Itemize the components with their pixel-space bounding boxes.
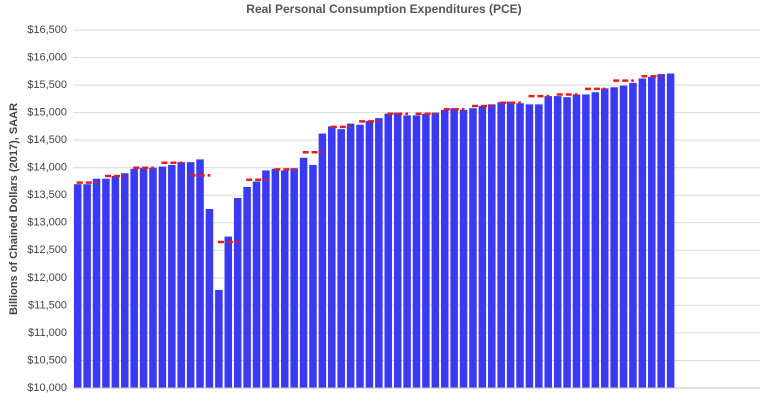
bar <box>544 96 553 388</box>
bar <box>572 94 581 388</box>
bar <box>365 120 374 388</box>
bar <box>459 109 468 388</box>
bar <box>328 126 336 388</box>
y-tick-label: $13,000 <box>27 217 67 229</box>
bar <box>516 103 524 388</box>
bar <box>619 85 628 389</box>
bar <box>130 168 138 388</box>
bar <box>337 129 345 388</box>
bar <box>177 162 185 388</box>
bar <box>318 133 327 388</box>
bar <box>186 162 195 388</box>
bar <box>488 104 496 388</box>
bar <box>139 167 148 388</box>
y-tick-label: $13,500 <box>27 189 67 201</box>
bar <box>120 173 129 388</box>
bar <box>196 159 204 388</box>
bar <box>600 88 609 389</box>
bar <box>469 108 477 388</box>
bar <box>205 209 214 388</box>
bar <box>648 76 656 389</box>
bar <box>403 115 411 388</box>
bar <box>356 124 364 389</box>
y-tick-label: $15,500 <box>27 79 67 91</box>
y-tick-label: $10,000 <box>27 382 67 394</box>
bar <box>525 104 534 388</box>
bar <box>73 184 82 388</box>
bar <box>111 175 120 388</box>
bar <box>224 236 233 388</box>
bar <box>393 112 402 388</box>
bar <box>553 96 562 388</box>
bar <box>243 186 251 388</box>
bar <box>497 102 505 389</box>
chart-title: Real Personal Consumption Expenditures (… <box>246 2 521 16</box>
bar <box>591 92 600 388</box>
bar <box>478 106 487 388</box>
bar <box>346 123 355 388</box>
bar <box>299 157 308 388</box>
bar <box>262 170 270 388</box>
bar <box>638 78 647 389</box>
bar <box>657 74 665 389</box>
bar <box>168 164 176 388</box>
bar <box>280 170 289 388</box>
y-tick-label: $14,500 <box>27 134 67 146</box>
bar <box>506 101 515 388</box>
bar <box>535 104 543 388</box>
bar <box>629 82 637 389</box>
y-tick-label: $11,500 <box>28 299 67 311</box>
y-tick-label: $14,000 <box>27 162 67 174</box>
bar <box>582 94 590 388</box>
bar <box>233 197 242 388</box>
bar <box>440 109 449 388</box>
bar <box>666 73 675 388</box>
y-axis-label: Billions of Chained Dollars (2017), SAAR <box>8 103 20 315</box>
bar <box>149 167 157 388</box>
bar <box>384 113 393 389</box>
y-tick-label: $12,000 <box>27 272 67 284</box>
bar <box>412 115 421 388</box>
bar <box>158 166 167 388</box>
y-tick-label: $11,000 <box>28 327 67 339</box>
bar <box>422 113 430 389</box>
y-tick-label: $16,500 <box>27 24 67 36</box>
bar <box>309 164 317 388</box>
y-tick-label: $10,500 <box>27 354 67 366</box>
y-tick-label: $15,000 <box>27 107 67 119</box>
bar <box>102 178 110 388</box>
bar <box>92 178 101 388</box>
bar <box>450 108 458 388</box>
bar <box>610 87 618 388</box>
bar <box>375 118 383 388</box>
bar <box>271 168 280 388</box>
bar <box>563 97 571 388</box>
bar <box>252 181 261 388</box>
y-tick-label: $16,000 <box>27 51 67 63</box>
bar <box>290 168 298 388</box>
bar <box>215 289 223 388</box>
bar <box>431 112 440 388</box>
y-tick-label: $12,500 <box>27 244 67 256</box>
bar <box>83 184 91 388</box>
